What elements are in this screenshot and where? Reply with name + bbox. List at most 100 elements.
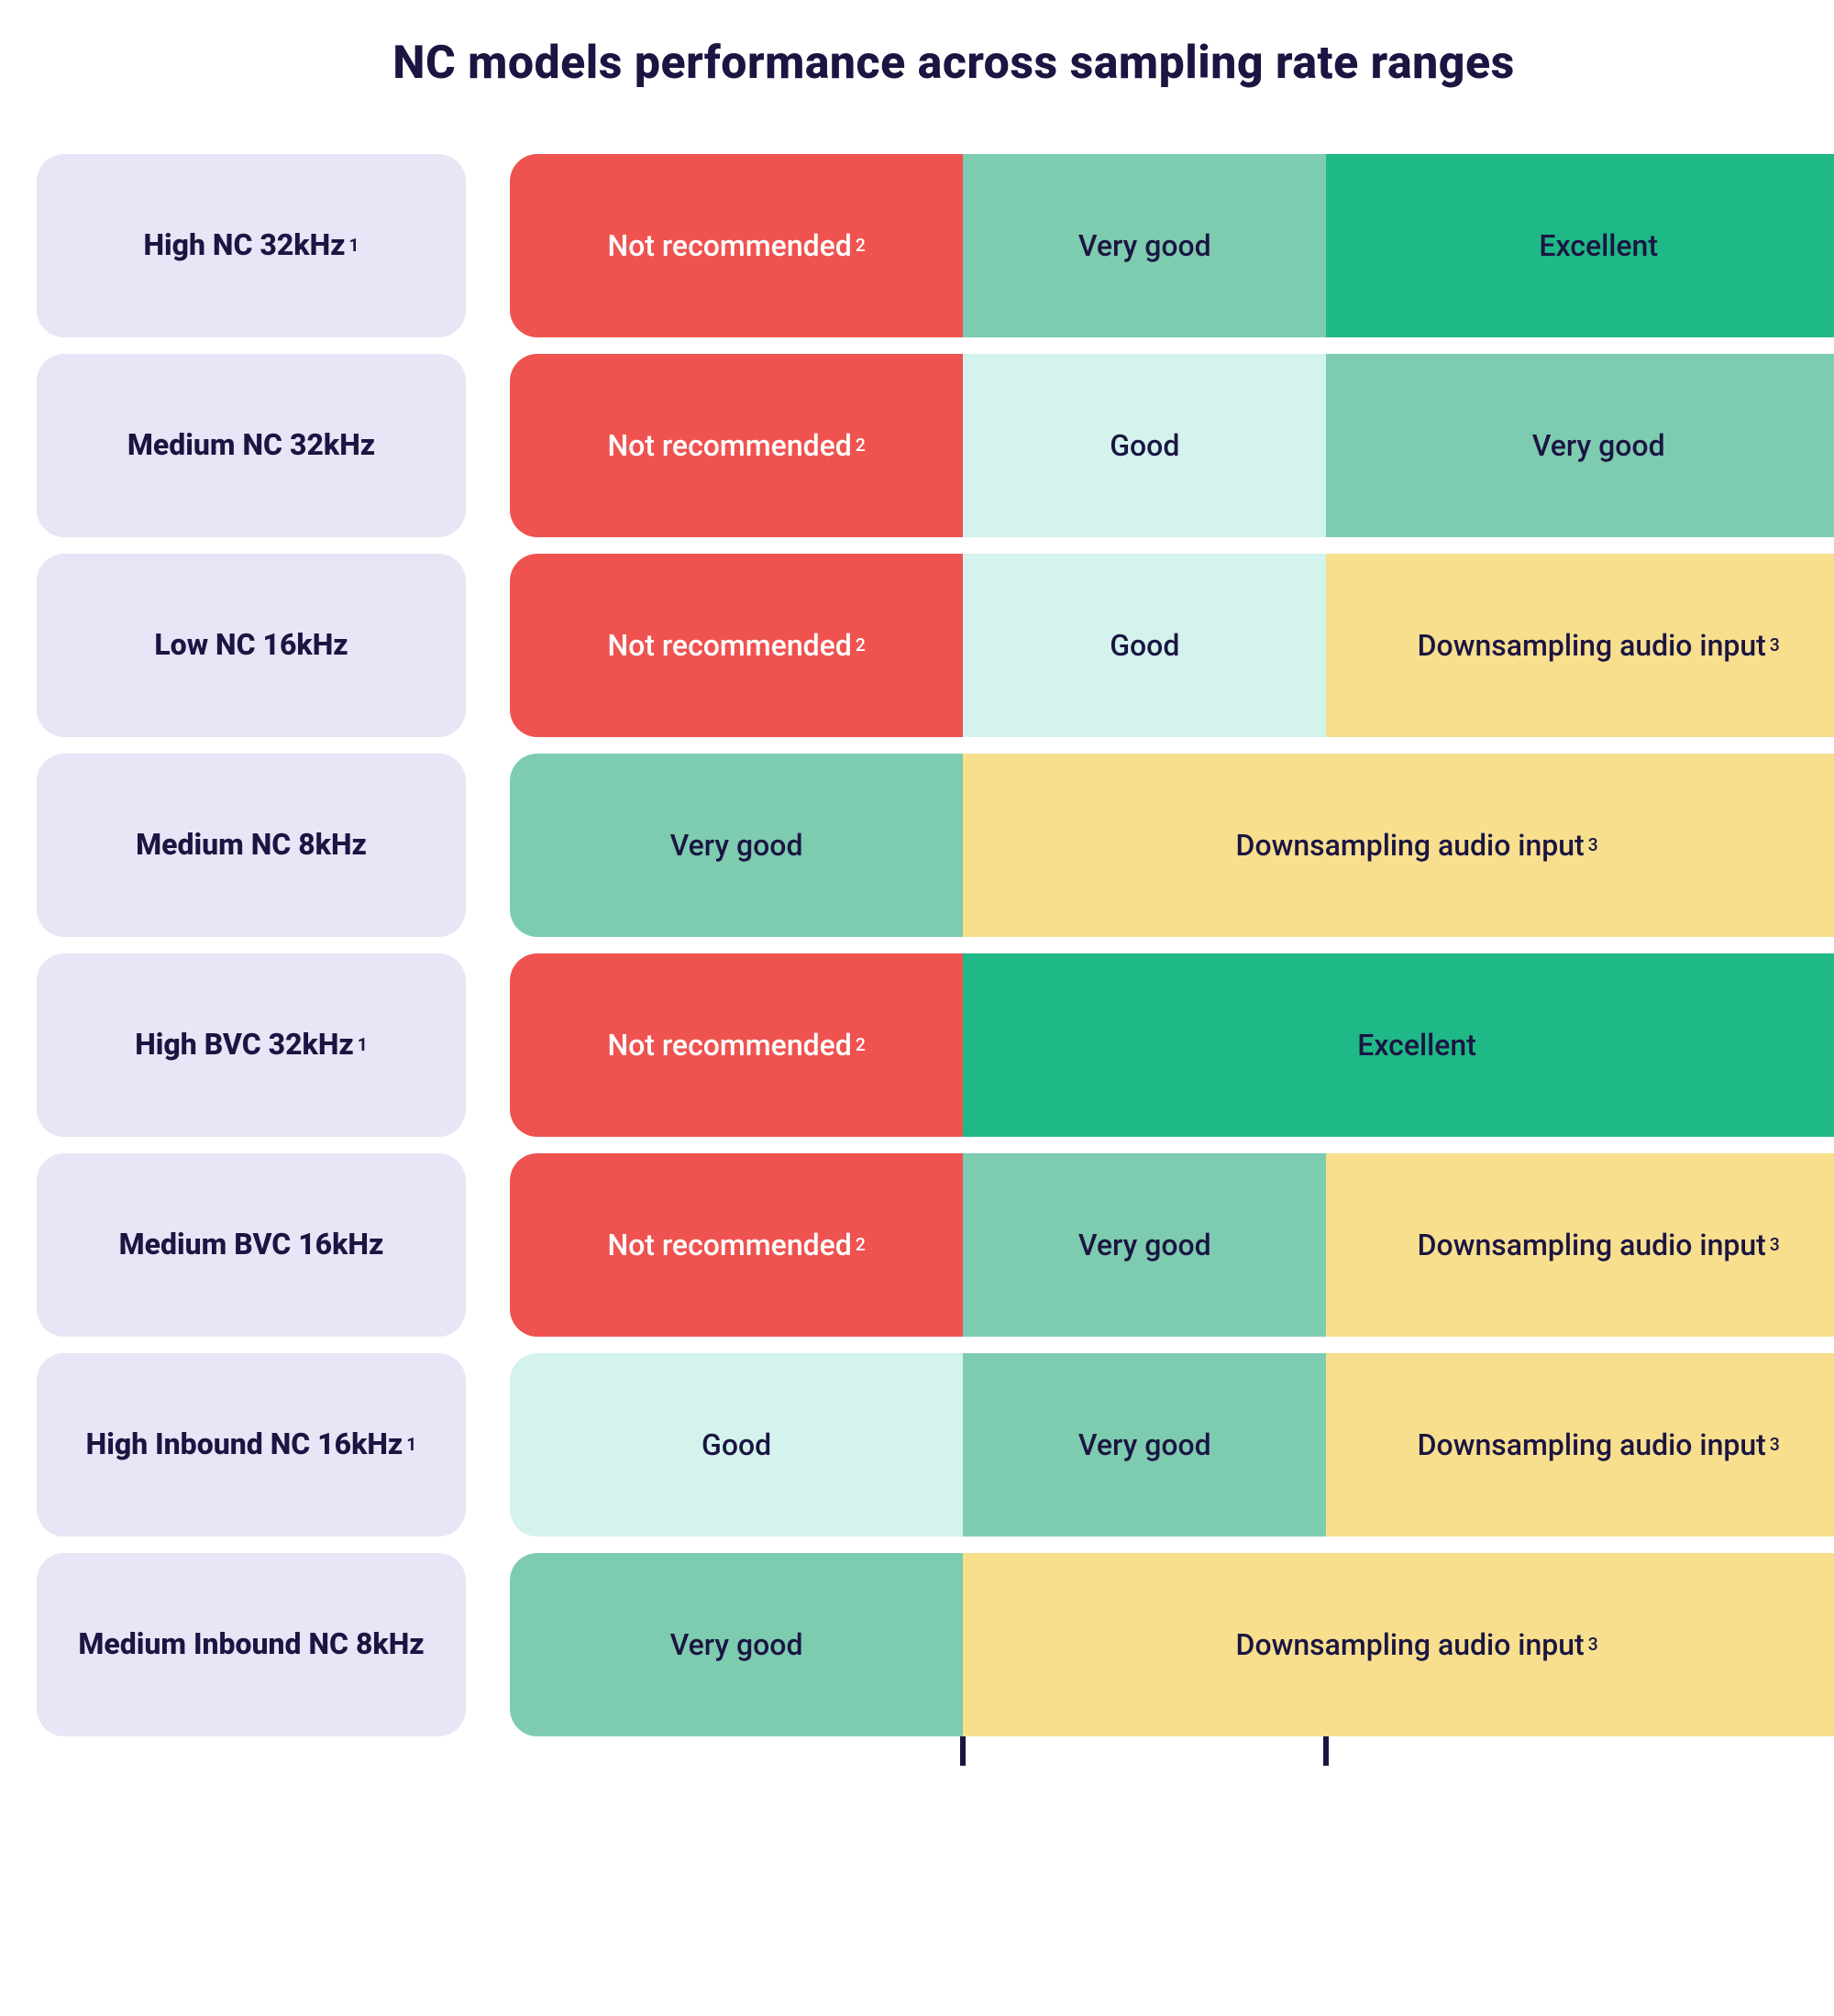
row-gap: [466, 1553, 510, 1736]
row-gap: [466, 554, 510, 737]
chart-row: High NC 32kHz1Not recommended2Very goodE…: [37, 154, 1834, 337]
row-label-text: High NC 32kHz: [143, 226, 345, 265]
performance-bar: Good Very good Downsampling audio input3: [510, 1353, 1834, 1537]
bar-segment: Not recommended2: [510, 554, 963, 737]
bar-segment: Downsampling audio input3: [1326, 1353, 1834, 1537]
segment-text: Excellent: [1357, 1027, 1476, 1063]
segment-text: Downsampling audio input: [1418, 627, 1766, 664]
segment-text: Good: [1110, 427, 1179, 464]
segment-sup: 3: [1588, 1634, 1598, 1656]
chart-row: Medium NC 32kHz Not recommended2 Good Very …: [37, 354, 1834, 537]
chart-row: Medium Inbound NC 8kHz Very good Downsampl…: [37, 1553, 1834, 1736]
axis-tick: [1323, 1736, 1329, 1766]
row-label-text: Low NC 16kHz: [154, 626, 348, 665]
bar-segment: Not recommended2: [510, 953, 963, 1137]
performance-bar: Very good Downsampling audio input3: [510, 1553, 1834, 1736]
chart-row: Low NC 16kHz Not recommended2 Good Downsamp…: [37, 554, 1834, 737]
segment-text: Not recommended: [607, 427, 851, 464]
segment-sup: 3: [1770, 634, 1780, 656]
segment-text: Not recommended: [607, 627, 851, 664]
segment-text: Downsampling audio input: [1236, 1626, 1585, 1663]
segment-text: Very good: [1078, 1227, 1211, 1263]
row-label-text: High Inbound NC 16kHz: [86, 1426, 403, 1464]
row-label-sup: 1: [358, 1034, 368, 1057]
segment-text: Very good: [1078, 227, 1211, 264]
bar-segment: Downsampling audio input3: [1326, 1153, 1834, 1337]
bar-segment: Very good: [510, 754, 963, 937]
segment-text: Very good: [1078, 1427, 1211, 1463]
nc-performance-chart: NC models performance across sampling ra…: [37, 37, 1834, 1773]
performance-bar: Not recommended2 Very good Downsampling au…: [510, 1153, 1834, 1337]
row-gap: [466, 953, 510, 1137]
performance-bar: Very good Downsampling audio input3: [510, 754, 1834, 937]
segment-sup: 3: [1770, 1234, 1780, 1256]
bar-segment: Very good: [963, 154, 1326, 337]
chart-row: Medium BVC 16kHz Not recommended2 Very goo…: [37, 1153, 1834, 1337]
performance-bar: Not recommended2 Good Downsampling audio i…: [510, 554, 1834, 737]
row-gap: [466, 1153, 510, 1337]
row-label: Low NC 16kHz: [37, 554, 466, 737]
segment-text: Good: [702, 1427, 771, 1463]
segment-text: Not recommended: [607, 227, 851, 264]
performance-bar: Not recommended2 Excellent: [510, 953, 1834, 1137]
row-label-text: Medium NC 8kHz: [136, 826, 367, 865]
row-label: Medium Inbound NC 8kHz: [37, 1553, 466, 1736]
segment-text: Downsampling audio input: [1236, 827, 1585, 864]
bar-segment: Very good: [963, 1353, 1326, 1537]
row-gap: [466, 354, 510, 537]
row-gap: [466, 154, 510, 337]
segment-sup: 3: [1770, 1434, 1780, 1456]
bar-segment: Downsampling audio input3: [963, 1553, 1834, 1736]
bar-segment: Not recommended2: [510, 154, 963, 337]
row-label-text: Medium BVC 16kHz: [119, 1226, 384, 1264]
segment-text: Very good: [670, 1626, 803, 1663]
bar-segment: Not recommended2: [510, 1153, 963, 1337]
segment-text: Excellent: [1539, 227, 1658, 264]
bar-segment: Not recommended2: [510, 354, 963, 537]
bar-segment: Downsampling audio input3: [963, 754, 1834, 937]
bar-segment: Downsampling audio input3: [1326, 554, 1834, 737]
segment-text: Very good: [670, 827, 803, 864]
row-label: High Inbound NC 16kHz1: [37, 1353, 466, 1537]
bar-segment: Good: [510, 1353, 963, 1537]
segment-text: Not recommended: [607, 1027, 851, 1063]
bar-segment: Good: [963, 554, 1326, 737]
segment-text: Good: [1110, 627, 1179, 664]
row-label: High NC 32kHz1: [37, 154, 466, 337]
segment-text: Not recommended: [607, 1227, 851, 1263]
bar-segment: Very good: [510, 1553, 963, 1736]
segment-text: Downsampling audio input: [1418, 1427, 1766, 1463]
row-gap: [466, 754, 510, 937]
bar-segment: Very good: [1326, 354, 1834, 537]
segment-sup: 3: [1588, 834, 1598, 856]
row-label-sup: 1: [349, 235, 359, 258]
segment-sup: 2: [856, 1034, 866, 1056]
segment-sup: 2: [856, 235, 866, 257]
performance-bar: Not recommended2 Good Very good: [510, 354, 1834, 537]
row-label-text: Medium NC 32kHz: [127, 426, 375, 465]
row-label: High BVC 32kHz1: [37, 953, 466, 1137]
row-label-text: High BVC 32kHz: [135, 1026, 354, 1064]
chart-axis: [510, 1736, 1834, 1773]
bar-segment: Excellent: [963, 953, 1834, 1137]
chart-row: Medium NC 8kHz Very good Downsampling audi…: [37, 754, 1834, 937]
row-label-text: Medium Inbound NC 8kHz: [78, 1625, 424, 1664]
chart-title: NC models performance across sampling ra…: [37, 37, 1834, 90]
chart-row: High Inbound NC 16kHz1 Good Very good Downs…: [37, 1353, 1834, 1537]
row-label: Medium NC 32kHz: [37, 354, 466, 537]
segment-sup: 2: [856, 1234, 866, 1256]
row-label: Medium BVC 16kHz: [37, 1153, 466, 1337]
row-gap: [466, 1353, 510, 1537]
segment-text: Downsampling audio input: [1418, 1227, 1766, 1263]
axis-tick: [960, 1736, 966, 1766]
chart-rows: High NC 32kHz1Not recommended2Very goodE…: [37, 154, 1834, 1736]
row-label: Medium NC 8kHz: [37, 754, 466, 937]
chart-row: High BVC 32kHz1Not recommended2Excellent: [37, 953, 1834, 1137]
bar-segment: Very good: [963, 1153, 1326, 1337]
performance-bar: Not recommended2 Very good Excellent: [510, 154, 1834, 337]
row-label-sup: 1: [406, 1434, 416, 1457]
segment-text: Very good: [1532, 427, 1665, 464]
segment-sup: 2: [856, 634, 866, 656]
segment-sup: 2: [856, 435, 866, 457]
bar-segment: Excellent: [1326, 154, 1834, 337]
